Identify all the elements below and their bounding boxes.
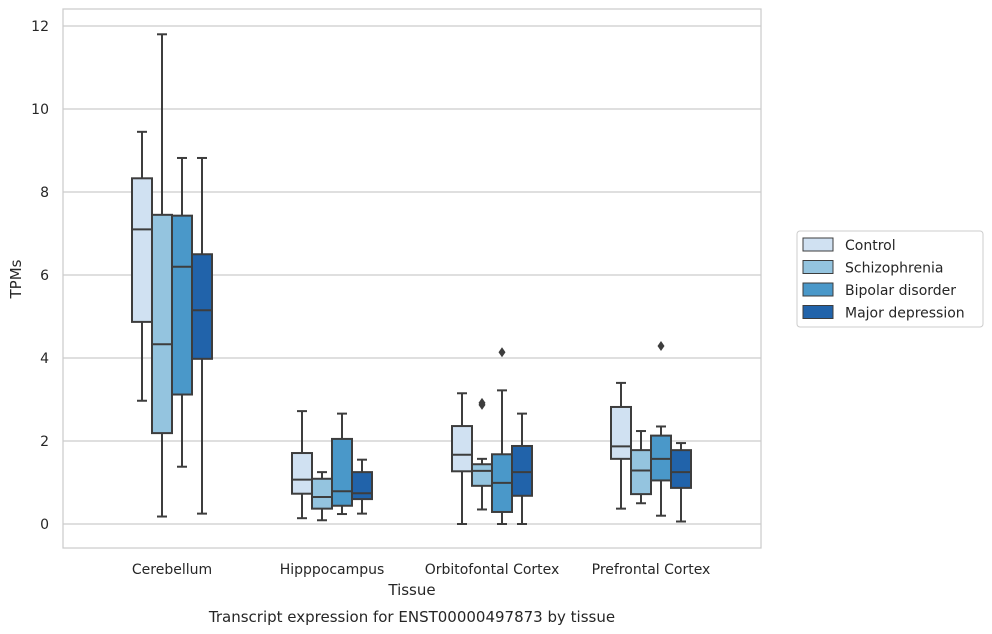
box-iqr (152, 215, 172, 433)
box-iqr (671, 450, 691, 488)
legend-swatch (803, 261, 833, 274)
box-iqr (192, 254, 212, 359)
legend: Control Schizophrenia Bipolar disorder Majo… (797, 231, 983, 327)
legend-label: Schizophrenia (845, 261, 943, 277)
legend-label: Major depression (845, 306, 965, 322)
legend-label: Control (845, 238, 896, 254)
box-iqr (132, 178, 152, 322)
x-tick-label: Cerebellum (132, 562, 212, 578)
y-axis-label: TPMs (7, 259, 25, 299)
chart-caption: Transcript expression for ENST0000049787… (208, 608, 615, 626)
y-tick-labels: 0 2 4 6 8 10 12 (31, 19, 49, 533)
y-tick-label: 4 (40, 351, 49, 367)
legend-swatch (803, 238, 833, 251)
box-iqr (452, 426, 472, 471)
box-iqr (512, 446, 532, 496)
box-iqr (631, 450, 651, 494)
y-tick-label: 10 (31, 102, 49, 118)
x-tick-label: Orbitofontal Cortex (425, 562, 560, 578)
box-iqr (472, 464, 492, 486)
legend-label: Bipolar disorder (845, 283, 956, 299)
y-tick-label: 12 (31, 19, 49, 35)
x-tick-label: Prefrontal Cortex (592, 562, 711, 578)
box-iqr (312, 479, 332, 509)
box-iqr (292, 453, 312, 494)
box-plot-chart: 0 2 4 6 8 10 12 Cerebellum Hipppocampus Orbitofo… (0, 0, 992, 634)
box-iqr (332, 439, 352, 506)
y-tick-label: 0 (40, 517, 49, 533)
x-tick-label: Hipppocampus (280, 562, 385, 578)
y-tick-label: 8 (40, 185, 49, 201)
x-axis-label: Tissue (387, 581, 435, 599)
y-tick-label: 6 (40, 268, 49, 284)
box-iqr (172, 216, 192, 395)
x-tick-labels: Cerebellum Hipppocampus Orbitofontal Corte… (132, 562, 710, 578)
legend-swatch (803, 283, 833, 296)
box-iqr (611, 407, 631, 459)
legend-swatch (803, 306, 833, 319)
box-iqr (352, 472, 372, 499)
y-tick-label: 2 (40, 434, 49, 450)
